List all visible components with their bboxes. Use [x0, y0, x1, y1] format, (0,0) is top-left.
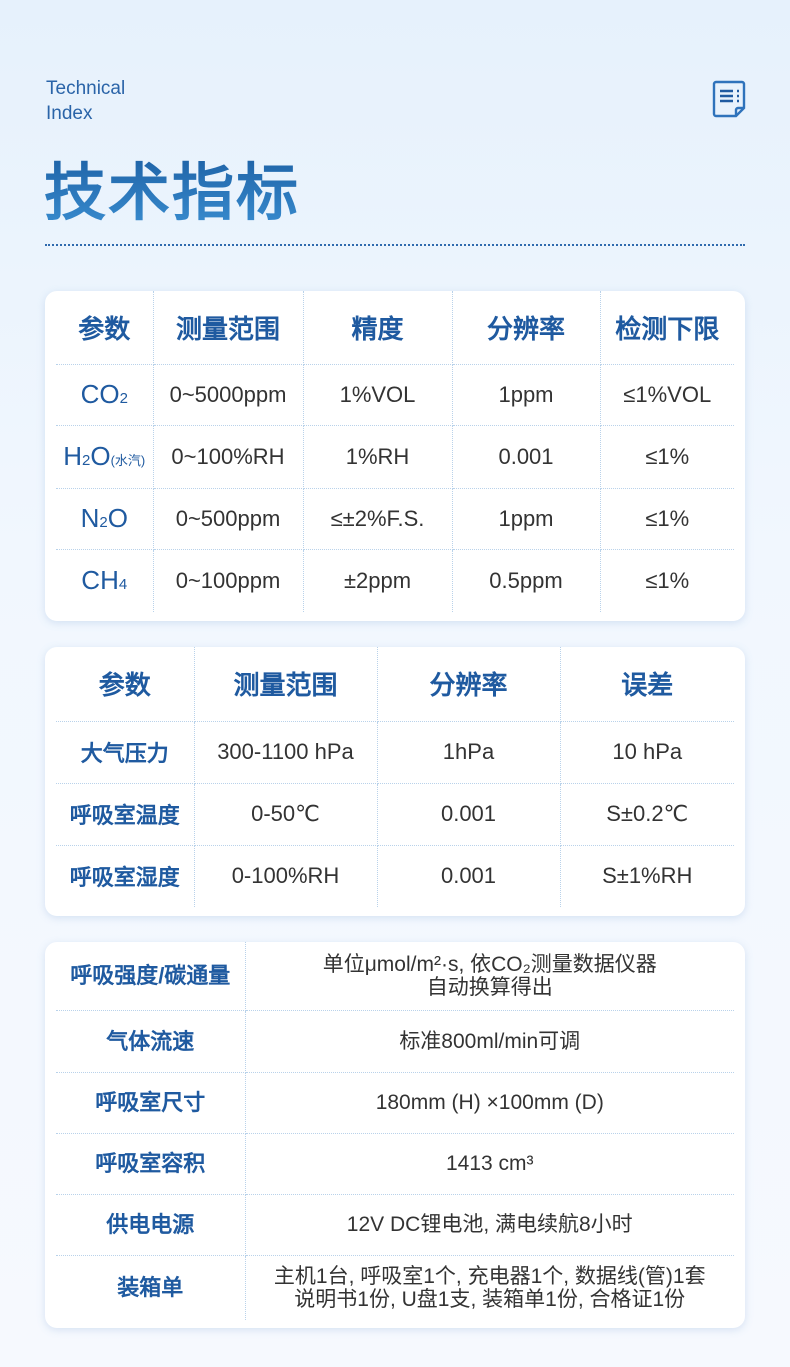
gas-formula: N2O: [56, 488, 154, 550]
value-line: 单位μmol/m²·s, 依CO₂测量数据仪器: [322, 952, 657, 976]
gas-spec-card: 参数 测量范围 精度 分辨率 检测下限 CO2 0~5000ppm 1%VOL 1ppm ≤1%V…: [45, 291, 745, 621]
row-value: 单位μmol/m²·s, 依CO₂测量数据仪器 自动换算得出: [245, 942, 734, 1011]
row-label: 气体流速: [56, 1010, 246, 1073]
formula-part: O: [107, 503, 128, 533]
value-line: 自动换算得出: [426, 975, 553, 999]
formula-part: 2: [99, 514, 108, 531]
english-subtitle: Technical Index: [46, 76, 125, 126]
row-label: 呼吸室温度: [56, 783, 195, 846]
general-spec-card: 呼吸强度/碳通量 单位μmol/m²·s, 依CO₂测量数据仪器 自动换算得出 气体流…: [45, 942, 745, 1328]
column-header: 参数: [56, 647, 195, 722]
formula-part: N: [80, 503, 100, 533]
value-line: 标准800ml/min可调: [399, 1029, 581, 1053]
row-label: 供电电源: [56, 1194, 246, 1256]
formula-part: 2: [82, 452, 91, 469]
table-cell: 1ppm: [452, 488, 601, 550]
column-header: 测量范围: [194, 647, 378, 722]
table-cell: 0~500ppm: [153, 488, 304, 550]
table-cell: 0-50℃: [194, 783, 378, 846]
table-cell: S±0.2℃: [560, 783, 734, 846]
column-header: 分辨率: [377, 647, 561, 722]
header-row: 参数 测量范围 精度 分辨率 检测下限: [56, 291, 734, 365]
formula-part: H: [63, 441, 83, 471]
table-row: 气体流速 标准800ml/min可调: [56, 1010, 734, 1073]
column-header: 分辨率: [452, 291, 601, 365]
formula-part: 4: [118, 576, 128, 594]
table-row: 呼吸室温度 0-50℃ 0.001 S±0.2℃: [56, 783, 734, 846]
table-cell: ≤1%VOL: [600, 364, 734, 426]
row-value: 12V DC锂电池, 满电续航8小时: [245, 1194, 734, 1256]
value-line: 1413 cm³: [445, 1152, 534, 1175]
table-row: 呼吸室尺寸 180mm (H) ×100mm (D): [56, 1072, 734, 1134]
table-row: CH4 0~100ppm ±2ppm 0.5ppm ≤1%: [56, 549, 734, 612]
table-row: N2O 0~500ppm ≤±2%F.S. 1ppm ≤1%: [56, 488, 734, 550]
table-row: 大气压力 300-1100 hPa 1hPa 10 hPa: [56, 721, 734, 784]
column-header: 检测下限: [600, 291, 734, 365]
column-header: 精度: [303, 291, 453, 365]
column-header: 参数: [56, 291, 154, 365]
row-label: 呼吸室湿度: [56, 845, 195, 907]
table-row: CO2 0~5000ppm 1%VOL 1ppm ≤1%VOL: [56, 364, 734, 426]
formula-part: CO: [80, 379, 120, 409]
table-cell: 0-100%RH: [194, 845, 378, 907]
table-cell: S±1%RH: [602, 863, 693, 889]
row-value: 1413 cm³: [245, 1133, 734, 1195]
dotted-divider: [45, 244, 745, 246]
environment-spec-card: 参数 测量范围 分辨率 误差 大气压力 300-1100 hPa 1hPa 10 hPa 呼吸室…: [45, 647, 745, 916]
table-cell: 300-1100 hPa: [194, 721, 378, 784]
column-header: 测量范围: [153, 291, 304, 365]
table-cell: 1%RH: [303, 425, 453, 489]
general-spec-table: 呼吸强度/碳通量 单位μmol/m²·s, 依CO₂测量数据仪器 自动换算得出 气体流…: [56, 942, 734, 1320]
table-cell: ≤1%: [600, 488, 734, 550]
formula-part: CH: [81, 565, 119, 596]
environment-spec-table: 参数 测量范围 分辨率 误差 大气压力 300-1100 hPa 1hPa 10 hPa 呼吸室…: [56, 647, 734, 907]
table-cell: ≤±2%F.S.: [303, 488, 453, 550]
table-row: 装箱单 主机1台, 呼吸室1个, 充电器1个, 数据线(管)1套 说明书1份, U盘…: [56, 1255, 734, 1320]
table-row: 供电电源 12V DC锂电池, 满电续航8小时: [56, 1194, 734, 1256]
value-line: 说明书1份, U盘1支, 装箱单1份, 合格证1份: [294, 1287, 686, 1311]
table-cell: 0~5000ppm: [153, 364, 304, 426]
page-title: 技术指标: [44, 142, 300, 232]
row-label: 装箱单: [56, 1255, 246, 1320]
gas-formula: CH4: [56, 549, 154, 612]
document-list-icon: [712, 80, 746, 118]
row-value: 主机1台, 呼吸室1个, 充电器1个, 数据线(管)1套 说明书1份, U盘1支,…: [245, 1255, 734, 1320]
table-cell: 0.001: [452, 425, 601, 489]
table-cell: 0.5ppm: [452, 549, 601, 612]
row-label: 呼吸室容积: [56, 1133, 246, 1195]
row-value: 180mm (H) ×100mm (D): [245, 1072, 734, 1134]
table-cell: 0~100%RH: [153, 425, 304, 489]
subtitle-line-1: Technical: [46, 78, 126, 99]
table-cell: 1%VOL: [303, 364, 453, 426]
row-label: 呼吸强度/碳通量: [56, 942, 246, 1011]
header-row: 参数 测量范围 分辨率 误差: [56, 647, 734, 722]
table-cell: 1hPa: [377, 721, 561, 784]
gas-spec-table: 参数 测量范围 精度 分辨率 检测下限 CO2 0~5000ppm 1%VOL 1ppm ≤1%V…: [56, 291, 734, 612]
table-cell: 0.001: [377, 845, 561, 907]
subtitle-line-2: Index: [46, 103, 93, 124]
formula-part: (水汽): [110, 453, 146, 468]
table-row: 呼吸室容积 1413 cm³: [56, 1133, 734, 1195]
value-line: 180mm (H) ×100mm (D): [375, 1091, 604, 1114]
table-cell: 1ppm: [452, 364, 601, 426]
gas-formula: H2O(水汽): [56, 425, 154, 489]
row-label: 呼吸室尺寸: [56, 1072, 246, 1134]
table-row: 呼吸室湿度 0-100%RH 0.001 S±1%RH: [56, 845, 734, 907]
value-line: 主机1台, 呼吸室1个, 充电器1个, 数据线(管)1套: [273, 1264, 706, 1288]
formula-part: 2: [119, 390, 128, 407]
table-cell: 0~100ppm: [153, 549, 304, 612]
gas-formula: CO2: [56, 364, 154, 426]
formula-part: O: [90, 441, 111, 471]
table-cell: 10 hPa: [560, 721, 734, 784]
row-label: 大气压力: [56, 721, 195, 784]
table-cell: 0.001: [377, 783, 561, 846]
table-cell: ≤1%: [645, 567, 690, 593]
row-value: 标准800ml/min可调: [245, 1010, 734, 1073]
table-row: 呼吸强度/碳通量 单位μmol/m²·s, 依CO₂测量数据仪器 自动换算得出: [56, 942, 734, 1011]
column-header: 误差: [560, 647, 734, 722]
value-line: 12V DC锂电池, 满电续航8小时: [346, 1213, 633, 1236]
table-cell: ≤1%: [600, 425, 734, 489]
table-cell: ±2ppm: [303, 549, 453, 612]
table-row: H2O(水汽) 0~100%RH 1%RH 0.001 ≤1%: [56, 425, 734, 489]
